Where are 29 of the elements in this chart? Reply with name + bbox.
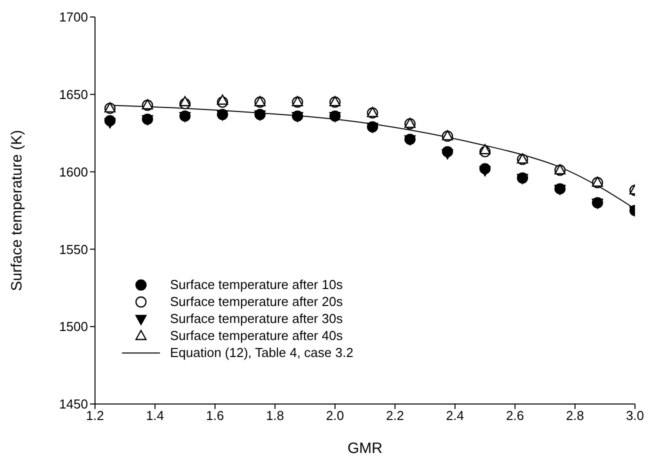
x-tick-label: 2.4	[446, 408, 464, 424]
legend-label: Surface temperature after 10s	[170, 276, 343, 293]
legend-label: Equation (12), Table 4, case 3.2	[170, 344, 354, 361]
x-tick-label: 2.8	[566, 408, 584, 424]
y-tick-label: 1650	[59, 87, 88, 102]
y-tick-label: 1550	[59, 242, 88, 257]
x-tick-label: 1.2	[86, 408, 104, 424]
y-tick-label: 1450	[59, 396, 88, 412]
legend-label: Surface temperature after 30s	[170, 310, 343, 327]
x-tick-label: 2.6	[506, 408, 524, 424]
x-tick-label: 1.4	[146, 408, 164, 424]
x-tick-label: 2.0	[326, 408, 344, 424]
x-tick-label: 1.8	[266, 408, 284, 424]
x-tick-label: 3.0	[626, 408, 644, 424]
y-axis-title: Surface temperature (K)	[8, 130, 26, 291]
x-tick-label: 2.2	[386, 408, 404, 424]
point	[216, 94, 228, 105]
point	[104, 118, 116, 128]
x-tick-label: 1.6	[206, 408, 224, 424]
point	[179, 96, 191, 106]
y-tick-label: 1600	[59, 164, 88, 180]
y-tick-label: 1500	[59, 319, 88, 334]
legend-label: Surface temperature after 20s	[170, 293, 343, 310]
point	[479, 166, 491, 176]
y-tick-label: 1700	[59, 10, 88, 25]
point	[442, 149, 454, 160]
legend-label: Surface temperature after 40s	[170, 327, 343, 344]
x-axis-title: GMR	[348, 440, 383, 457]
point	[479, 144, 491, 154]
